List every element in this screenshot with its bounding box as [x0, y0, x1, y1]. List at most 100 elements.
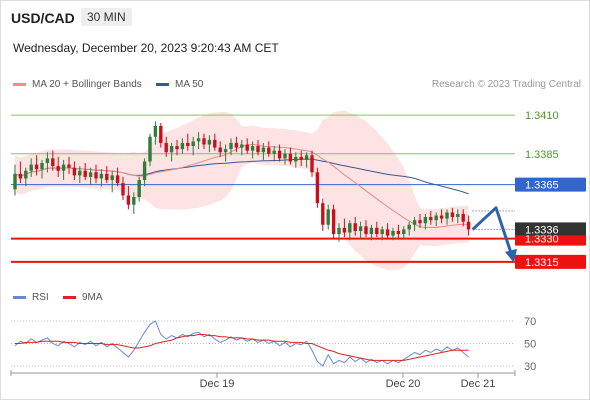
candle-body — [83, 170, 87, 177]
candle-body — [223, 149, 228, 153]
ma20-swatch-icon — [13, 82, 26, 86]
candle-body — [358, 226, 363, 231]
candle-body — [418, 220, 422, 224]
candle-body — [61, 164, 66, 171]
candle-body — [159, 125, 163, 143]
candle-body — [288, 153, 293, 162]
candle-body — [250, 146, 255, 151]
candle-body — [234, 142, 239, 148]
candle-body — [326, 209, 330, 225]
candle-body — [88, 172, 93, 177]
candle-body — [423, 217, 428, 224]
candle-body — [272, 150, 276, 154]
candle-body — [412, 220, 417, 225]
forecast-arrow-line — [471, 206, 514, 257]
candle-body — [213, 139, 217, 148]
candle-body — [299, 156, 303, 160]
candle-body — [121, 183, 125, 196]
legend-ma20: MA 20 + Bollinger Bands — [13, 79, 142, 90]
datetime-label: Wednesday, December 20, 2023 9:20:43 AM … — [13, 41, 279, 55]
candle-body — [132, 196, 136, 205]
legend-rsi-label: RSI — [32, 292, 49, 303]
candle-body — [450, 212, 455, 218]
candle-body — [207, 139, 212, 145]
candle-body — [180, 142, 185, 150]
ma50-swatch-icon — [156, 82, 169, 86]
candle-body — [315, 172, 320, 204]
candle-body — [267, 147, 271, 154]
candle-body — [434, 215, 438, 221]
candle-body — [24, 170, 28, 179]
candle-body — [137, 180, 141, 197]
level-tag-1.3315 — [515, 254, 586, 269]
level-label-1.3365: 1.3365 — [525, 180, 559, 192]
rsi-swatch-icon — [13, 295, 26, 299]
forecast-arrowhead-icon — [505, 248, 517, 263]
candle-body — [72, 167, 77, 176]
rsi-series-9MA — [15, 334, 469, 361]
candle-body — [294, 156, 298, 162]
candle-body — [175, 146, 179, 150]
candle-body — [391, 230, 395, 236]
candle-body — [51, 158, 55, 167]
candle-body — [13, 173, 17, 190]
candle-body — [445, 212, 449, 219]
candle-body — [385, 229, 390, 236]
candle-body — [115, 175, 120, 184]
x-tick-label: Dec 21 — [461, 378, 496, 390]
timeframe-badge: 30 MIN — [81, 8, 132, 26]
candle-body — [29, 164, 33, 171]
candle-body — [407, 224, 411, 230]
rsi-tick-30: 30 — [524, 361, 536, 373]
candle-body — [245, 144, 249, 151]
candle-body — [348, 223, 352, 233]
candle-body — [283, 153, 287, 159]
candle-body — [94, 172, 98, 179]
level-label-1.3410: 1.3410 — [525, 110, 559, 122]
candle-body — [110, 175, 114, 181]
candle-body — [331, 209, 336, 235]
candle-body — [439, 215, 444, 219]
candle-body — [369, 227, 374, 235]
candle-body — [142, 161, 147, 181]
candle-body — [196, 138, 201, 142]
copyright-label: Research © 2023 Trading Central — [431, 79, 581, 90]
candle-body — [202, 138, 206, 145]
level-label-1.3330: 1.3330 — [525, 234, 559, 246]
candle-body — [99, 173, 104, 179]
candle-body — [429, 217, 433, 221]
candle-body — [105, 173, 109, 181]
candle-body — [186, 142, 190, 147]
level-tag-1.3365 — [515, 177, 586, 192]
last-price-label: 1.3336 — [525, 224, 559, 236]
candle-body — [126, 195, 131, 205]
last-price-tag — [515, 222, 586, 236]
candle-body — [353, 223, 357, 231]
x-tick-label: Dec 20 — [386, 378, 421, 390]
candle-body — [18, 173, 23, 179]
symbol-label: USD/CAD — [11, 10, 75, 26]
level-label-1.3315: 1.3315 — [525, 257, 559, 269]
legend-rsi-ma: 9MA — [63, 292, 103, 303]
legend-ma50: MA 50 — [156, 79, 203, 90]
candle-body — [375, 227, 379, 235]
rsi-ma-swatch-icon — [63, 295, 76, 299]
candle-body — [45, 158, 50, 164]
candle-body — [164, 142, 168, 153]
candle-body — [261, 147, 266, 153]
legend-ma50-label: MA 50 — [175, 79, 204, 90]
legend-ma20-label: MA 20 + Bollinger Bands — [32, 79, 142, 90]
candle-body — [337, 227, 341, 235]
candle-body — [380, 229, 384, 235]
candle-body — [229, 142, 233, 150]
candle-body — [169, 146, 174, 153]
candle-body — [218, 147, 222, 153]
candle-body — [34, 164, 39, 170]
candle-body — [402, 229, 406, 235]
candle-body — [148, 136, 152, 162]
candle-body — [78, 170, 82, 176]
candle-body — [191, 141, 195, 147]
